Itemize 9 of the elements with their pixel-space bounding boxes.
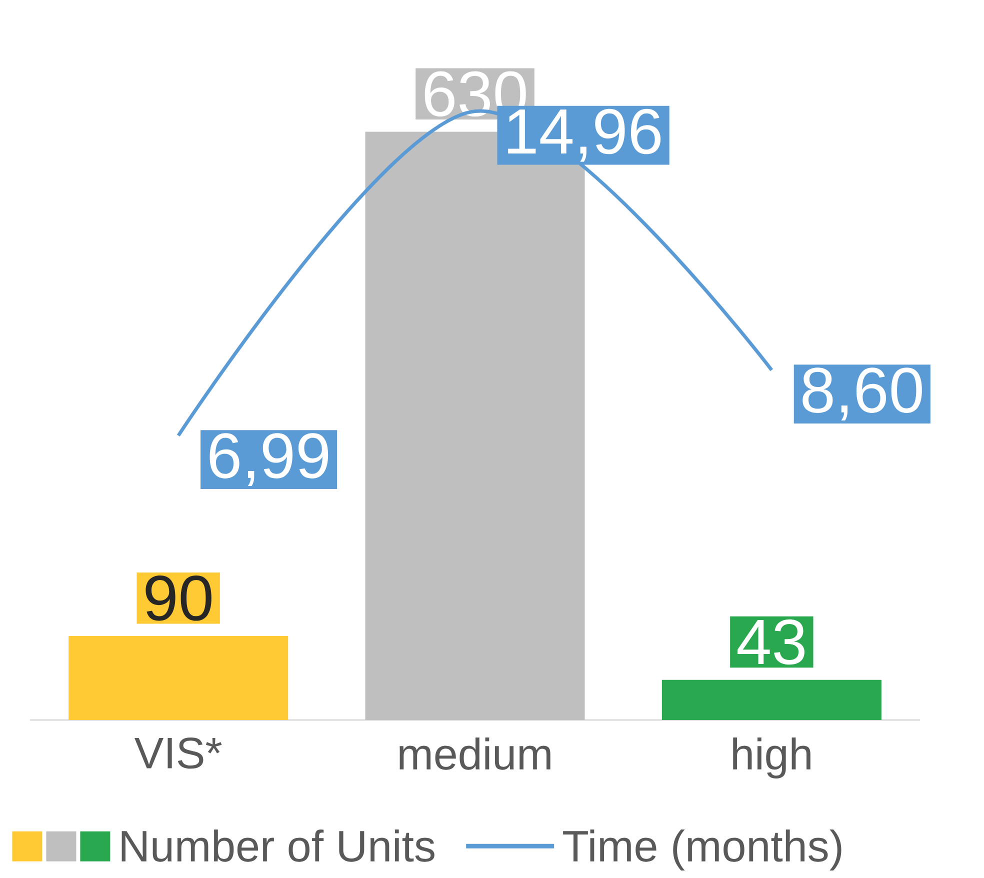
data-label: 43 — [738, 619, 804, 665]
x-tick-label: VIS* — [134, 738, 222, 769]
legend-label: Time (months) — [563, 829, 842, 870]
x-tick-label: high — [733, 738, 810, 779]
x-tick-label: medium — [400, 738, 550, 770]
data-label: 8,60 — [802, 368, 922, 421]
data-label: 90 — [146, 575, 212, 621]
data-label: 6,99 — [210, 433, 328, 486]
legend-label: Number of Units — [122, 829, 434, 862]
